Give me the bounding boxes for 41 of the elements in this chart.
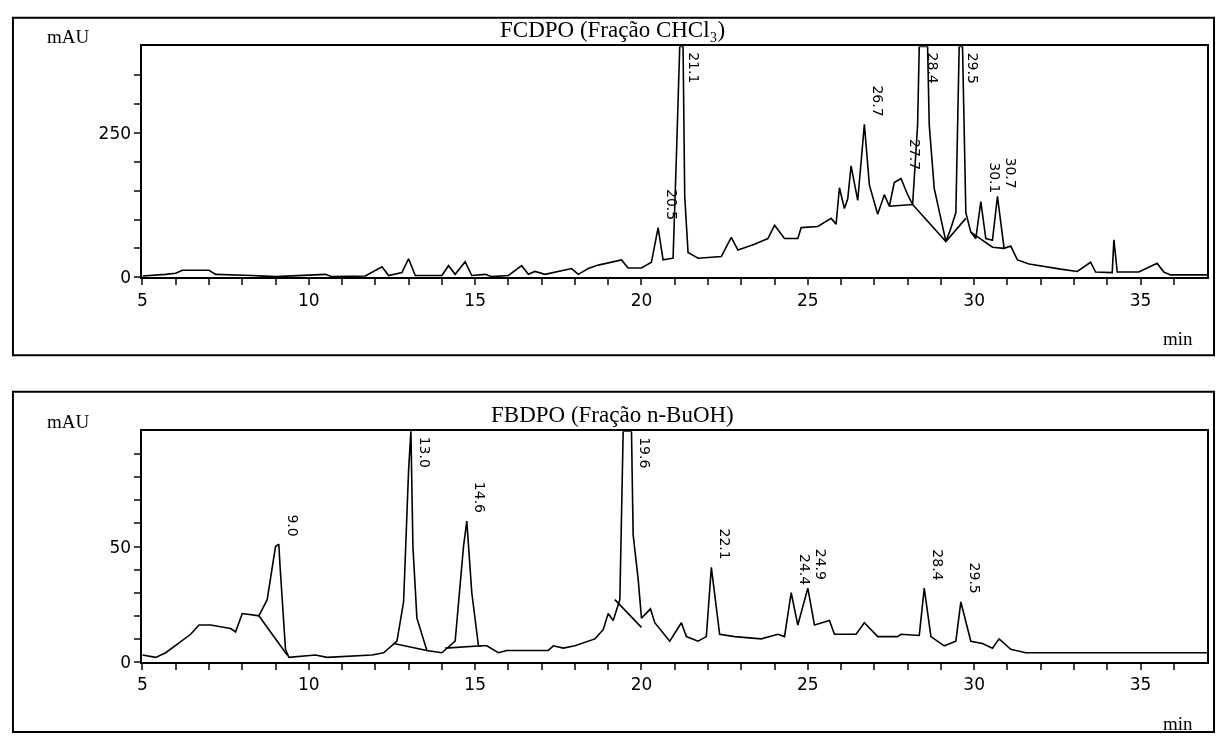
chart-title: FCDPO (Fração CHCl₃) [500,17,726,42]
x-axis-title: min [1163,328,1194,349]
x-tick-label: 20 [630,289,653,310]
y-tick-label: 50 [109,536,132,557]
x-tick-label: 5 [137,289,148,310]
annotation: 21.1 [685,52,702,84]
annotation: 13.0 [416,436,433,468]
x-tick-label: 15 [464,289,486,310]
annotation: 29.5 [967,562,984,594]
annotation: 9.0 [285,514,302,537]
y-tick-label: 0 [120,267,132,288]
annotation: 20.5 [664,188,681,221]
x-tick-label: 20 [630,674,653,695]
annotation: 28.4 [929,549,946,581]
x-tick-label: 35 [1129,674,1152,695]
x-tick-label: 30 [963,289,985,310]
x-tick-label: 5 [137,674,148,695]
y-tick-label: 0 [120,651,132,672]
x-tick-label: 15 [464,674,486,695]
annotation: 22.1 [717,528,734,560]
x-tick-label: 35 [1129,289,1152,310]
annotation: 19.6 [637,437,654,469]
annotation: 30.1 [986,162,1003,194]
x-axis-title: min [1163,713,1194,734]
x-tick-label: 25 [796,674,819,695]
y-tick-label: 250 [98,122,132,143]
x-tick-label: 30 [963,674,985,695]
chart-title: FBDPO (Fração n-BuOH) [491,402,734,427]
x-tick-label: 10 [297,289,320,310]
annotation: 14.6 [472,481,489,514]
annotation: 26.7 [870,85,887,117]
annotation: 28.4 [925,52,942,84]
annotation: 24.4 [797,554,814,586]
annotation: 24.9 [813,548,830,580]
x-tick-label: 10 [297,674,320,695]
x-tick-label: 25 [796,289,819,310]
annotation: 30.7 [1003,157,1020,189]
annotation: 29.5 [965,52,982,84]
y-axis-title: mAU [47,26,90,47]
y-axis-title: mAU [47,411,90,432]
annotation: 27.7 [907,139,923,171]
